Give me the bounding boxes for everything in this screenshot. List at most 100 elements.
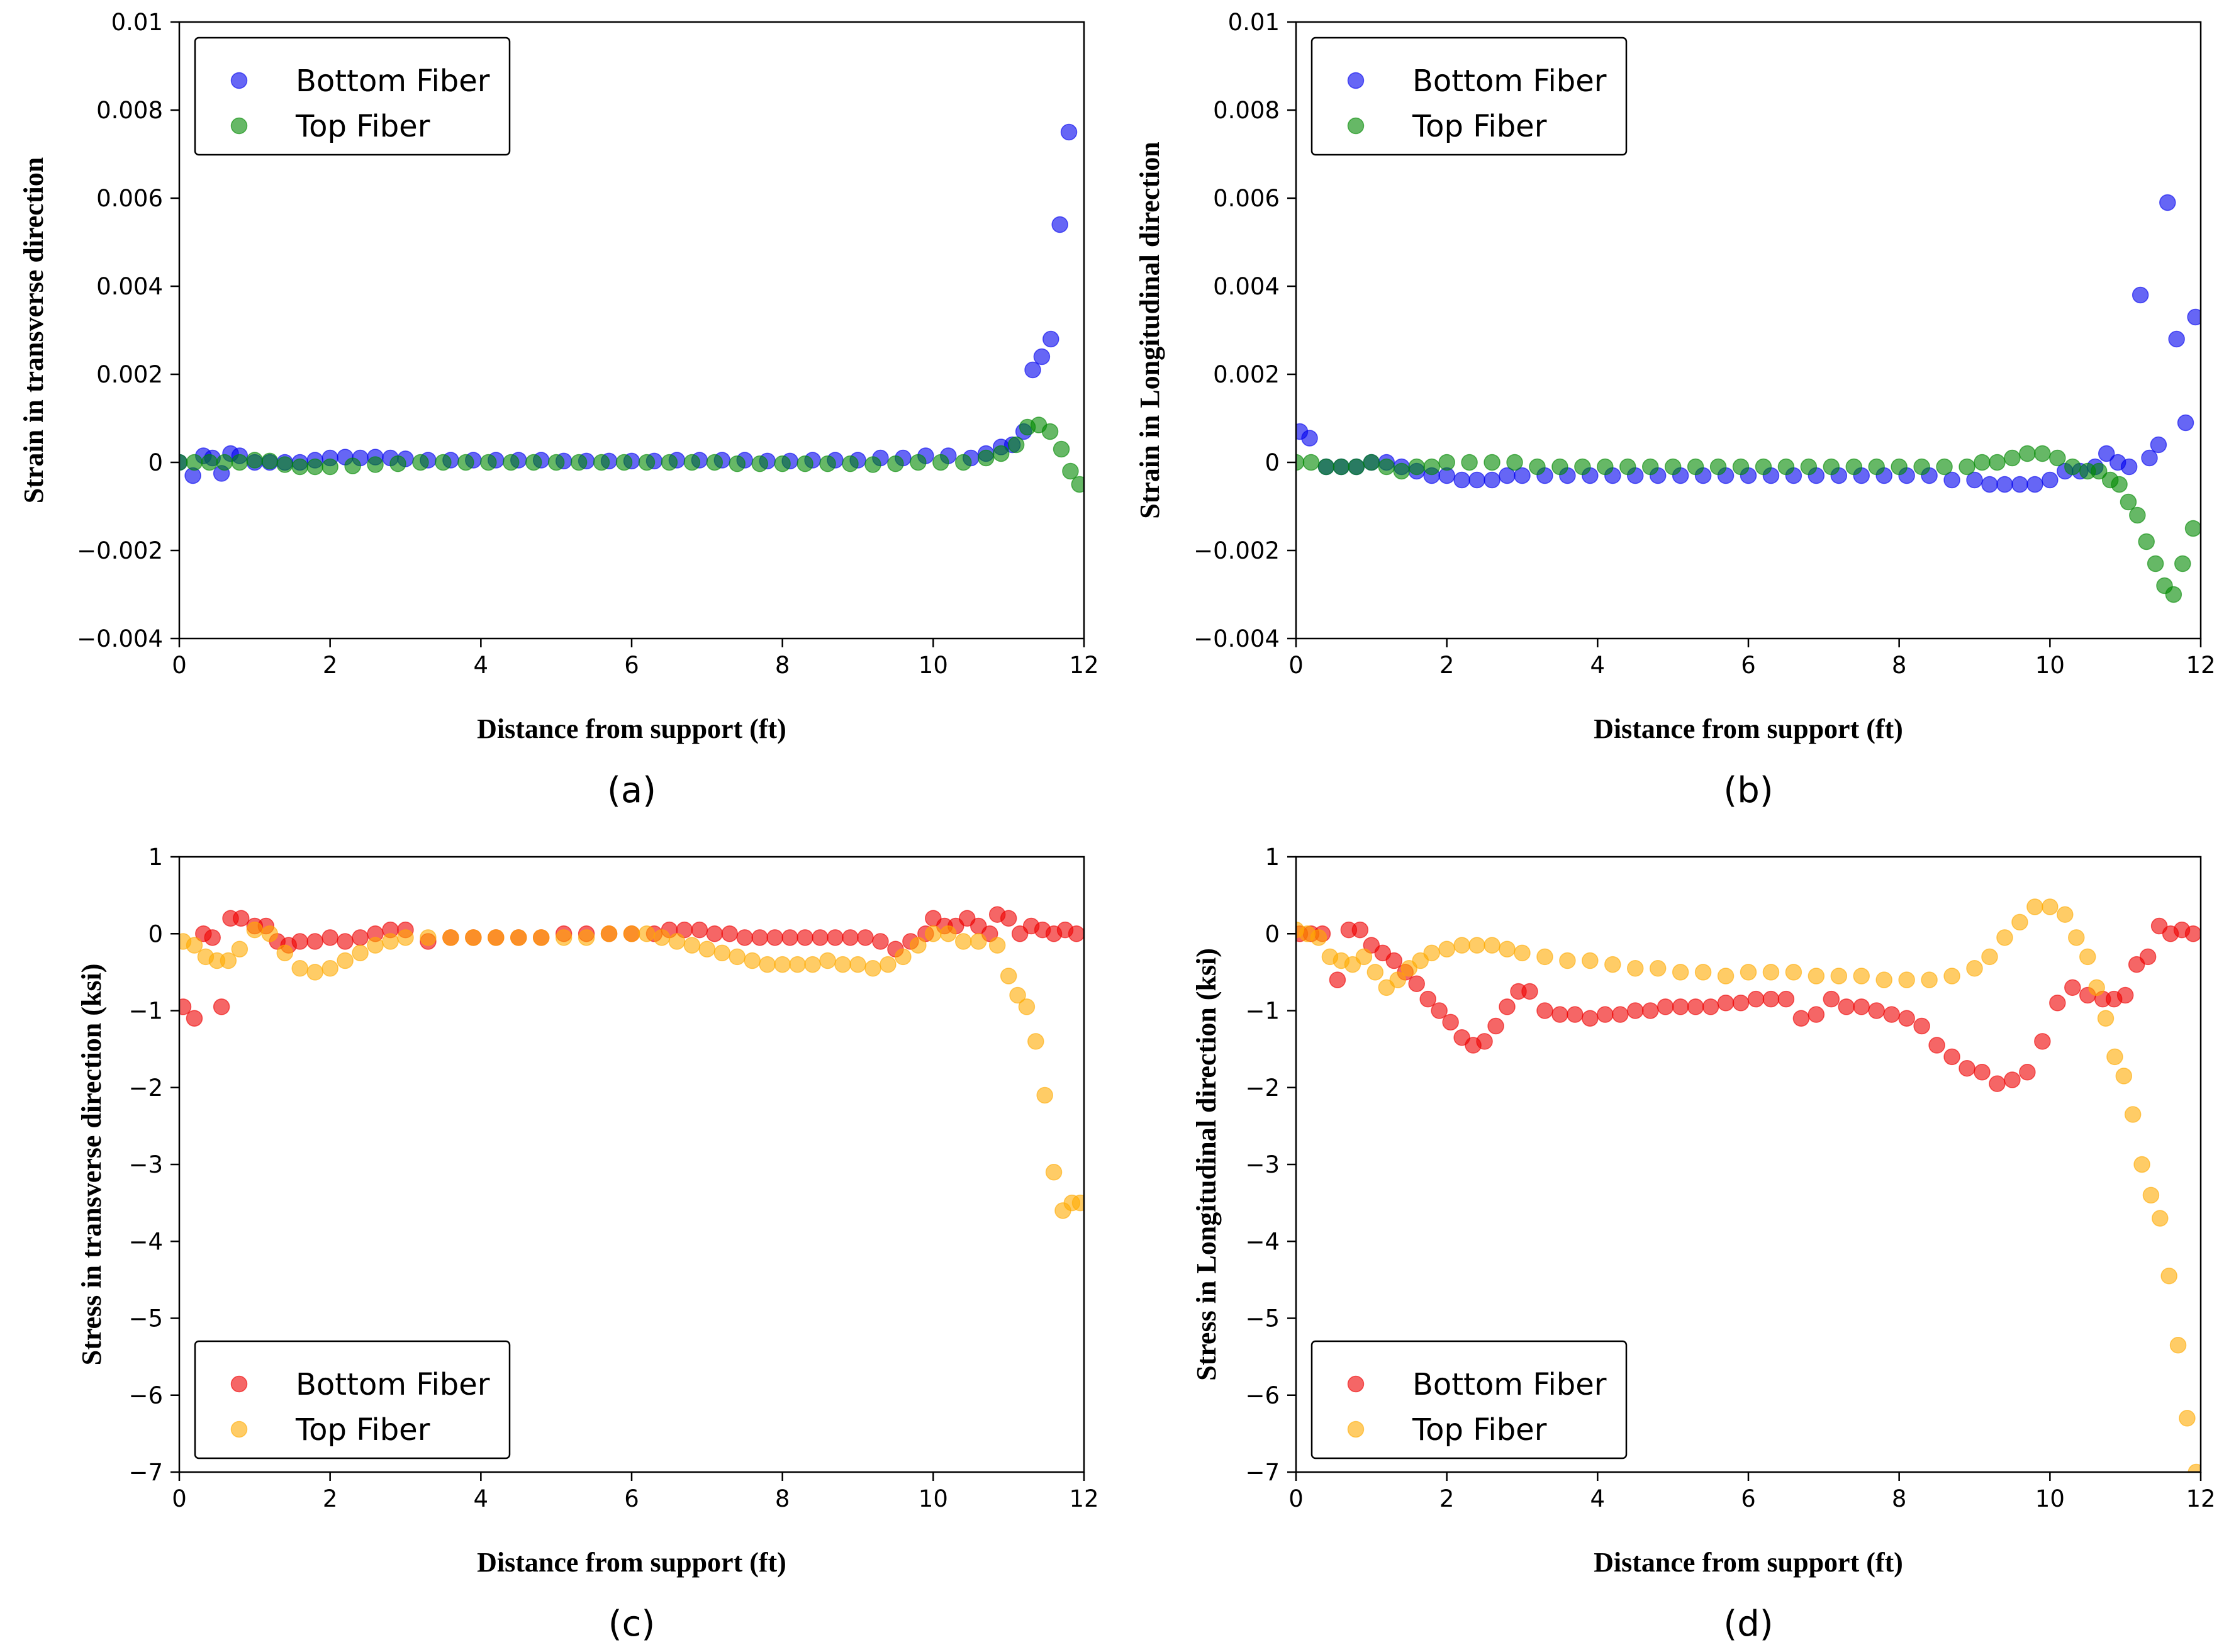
data-point <box>382 933 399 950</box>
data-point <box>955 933 972 950</box>
data-point <box>1966 471 1983 489</box>
data-point <box>1000 910 1017 927</box>
legend-entry: Bottom Fiber <box>1412 1367 1607 1402</box>
x-axis-label: Distance from support (ft) <box>477 713 786 744</box>
data-point <box>2004 449 2021 467</box>
data-point <box>2011 476 2028 493</box>
data-point <box>668 933 686 950</box>
data-point <box>1529 458 1546 476</box>
data-point <box>1928 1037 1945 1054</box>
data-point <box>1551 1006 1568 1023</box>
x-tick-label: 2 <box>323 652 338 679</box>
data-point <box>2184 925 2201 942</box>
y-tick-label: 0.008 <box>96 97 163 124</box>
x-tick-label: 10 <box>919 652 948 679</box>
data-point <box>1627 1002 1644 1019</box>
x-tick-label: 6 <box>624 652 639 679</box>
data-point <box>547 454 565 471</box>
data-point <box>246 921 264 939</box>
data-point <box>1732 458 1750 476</box>
data-point <box>1378 458 1395 476</box>
data-point <box>291 933 308 950</box>
data-point <box>420 929 437 946</box>
legend-entry: Bottom Fiber <box>1412 64 1607 99</box>
legend-entry: Bottom Fiber <box>296 1367 490 1402</box>
data-point <box>291 960 308 977</box>
data-points <box>179 906 1084 1219</box>
data-point <box>864 960 881 977</box>
data-point <box>2019 1064 2036 1081</box>
data-point <box>321 458 338 476</box>
data-point <box>2034 1033 2051 1050</box>
data-point <box>1071 476 1084 493</box>
y-tick-label: 0.004 <box>1213 273 1280 300</box>
x-axis-label: Distance from support (ft) <box>477 1547 786 1578</box>
legend-marker <box>230 117 248 135</box>
data-point <box>2159 194 2176 211</box>
data-point <box>1363 454 1380 471</box>
data-point <box>887 455 904 472</box>
y-tick-label: −3 <box>1245 1151 1280 1178</box>
plot-frame <box>178 21 1085 640</box>
data-point <box>1853 968 1870 985</box>
data-point <box>849 956 866 973</box>
data-point <box>1981 476 1998 493</box>
data-point <box>1453 937 1470 954</box>
data-point <box>1898 1010 1915 1027</box>
data-point <box>698 940 716 957</box>
data-point <box>337 952 354 969</box>
data-point <box>1959 1059 1975 1077</box>
y-tick-label: 0.01 <box>1228 9 1280 36</box>
x-tick-label: 8 <box>1892 652 1907 679</box>
data-point <box>1913 1017 1930 1035</box>
data-point <box>789 956 806 973</box>
data-point <box>306 964 323 981</box>
x-tick-label: 0 <box>1288 1485 1304 1512</box>
data-point <box>1694 964 1712 981</box>
data-point <box>872 933 889 950</box>
x-tick-label: 0 <box>1288 652 1304 679</box>
data-point <box>910 937 927 954</box>
data-point <box>834 956 851 973</box>
data-point <box>766 929 783 946</box>
x-tick-label: 10 <box>919 1485 948 1512</box>
data-point <box>291 458 308 476</box>
x-tick-label: 4 <box>474 1485 489 1512</box>
data-point <box>812 929 829 946</box>
x-tick-label: 2 <box>1439 652 1455 679</box>
data-point <box>1438 454 1455 471</box>
data-point <box>2168 330 2185 348</box>
data-point <box>774 455 791 472</box>
data-point <box>751 455 768 472</box>
data-point <box>488 929 505 946</box>
x-tick-label: 2 <box>1439 1485 1455 1512</box>
data-point <box>1574 458 1591 476</box>
data-point <box>1468 471 1485 489</box>
data-point <box>2152 1210 2169 1227</box>
data-point <box>1351 921 1369 939</box>
data-point <box>457 454 474 471</box>
legend-entry: Bottom Fiber <box>296 64 490 99</box>
data-point <box>1499 998 1516 1015</box>
data-point <box>1740 964 1757 981</box>
x-tick-label: 6 <box>624 1485 639 1512</box>
data-point <box>977 449 995 467</box>
data-point <box>1484 937 1500 954</box>
data-point <box>1317 458 1335 476</box>
y-tick-label: 0 <box>148 920 163 947</box>
data-point <box>2111 476 2128 493</box>
data-point <box>2026 476 2043 493</box>
legend-marker <box>1347 1420 1365 1438</box>
data-point <box>706 454 724 471</box>
data-point <box>1717 968 1735 985</box>
data-point <box>819 455 836 472</box>
y-tick-label: −0.002 <box>1193 537 1280 564</box>
chart-panel-a: 0 2 4 6 8 10 12 −0.004 −0.002 0 0.002 0.004 0.006 0.0… <box>18 9 1099 811</box>
data-point <box>2132 286 2149 304</box>
data-point <box>661 454 678 471</box>
data-point <box>638 925 656 942</box>
data-point <box>1068 925 1084 942</box>
data-point <box>1385 952 1403 969</box>
data-point <box>1702 998 1719 1015</box>
legend-box <box>1310 36 1628 156</box>
